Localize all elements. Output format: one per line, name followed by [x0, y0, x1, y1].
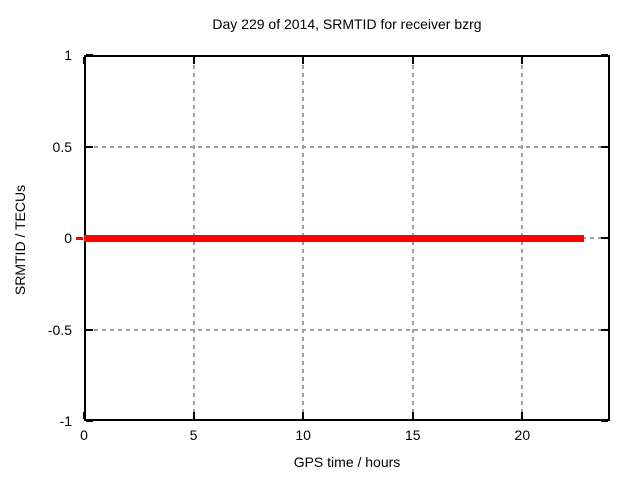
y-tick-label: 1 — [64, 47, 72, 63]
x-tick-label: 20 — [514, 427, 531, 443]
x-tick-mark — [83, 57, 85, 64]
y-tick-mark — [86, 420, 93, 422]
x-tick-mark — [411, 412, 414, 419]
y-gridline — [86, 145, 608, 148]
x-tick-mark — [83, 412, 85, 419]
y-tick-mark — [601, 328, 608, 331]
x-tick-label: 15 — [404, 427, 421, 443]
data-series-line — [84, 234, 584, 242]
y-tick-mark — [86, 328, 93, 331]
x-tick-label: 5 — [189, 427, 198, 443]
y-tick-mark — [86, 54, 93, 56]
x-tick-label: 0 — [80, 427, 88, 443]
y-tick-mark — [601, 237, 608, 239]
x-tick-mark — [411, 57, 414, 64]
x-tick-mark — [192, 57, 195, 64]
x-tick-mark — [302, 412, 305, 419]
y-tick-mark — [86, 145, 93, 148]
x-tick-label: 10 — [295, 427, 311, 443]
chart-title: Day 229 of 2014, SRMTID for receiver bzr… — [212, 16, 482, 32]
y-gridline — [86, 328, 608, 331]
y-tick-mark — [601, 145, 608, 148]
x-axis-label: GPS time / hours — [293, 454, 401, 470]
x-tick-mark — [192, 412, 195, 419]
y-tick-mark — [601, 54, 608, 56]
red-line-start-cap — [76, 236, 83, 240]
y-tick-label: -1 — [59, 413, 72, 429]
y-tick-label: 0 — [64, 230, 72, 246]
x-tick-mark — [521, 412, 524, 419]
y-tick-label: -0.5 — [47, 321, 72, 338]
y-tick-label: 0.5 — [52, 138, 72, 155]
y-tick-mark — [601, 420, 608, 422]
x-tick-mark — [521, 57, 524, 64]
x-tick-mark — [302, 57, 305, 64]
